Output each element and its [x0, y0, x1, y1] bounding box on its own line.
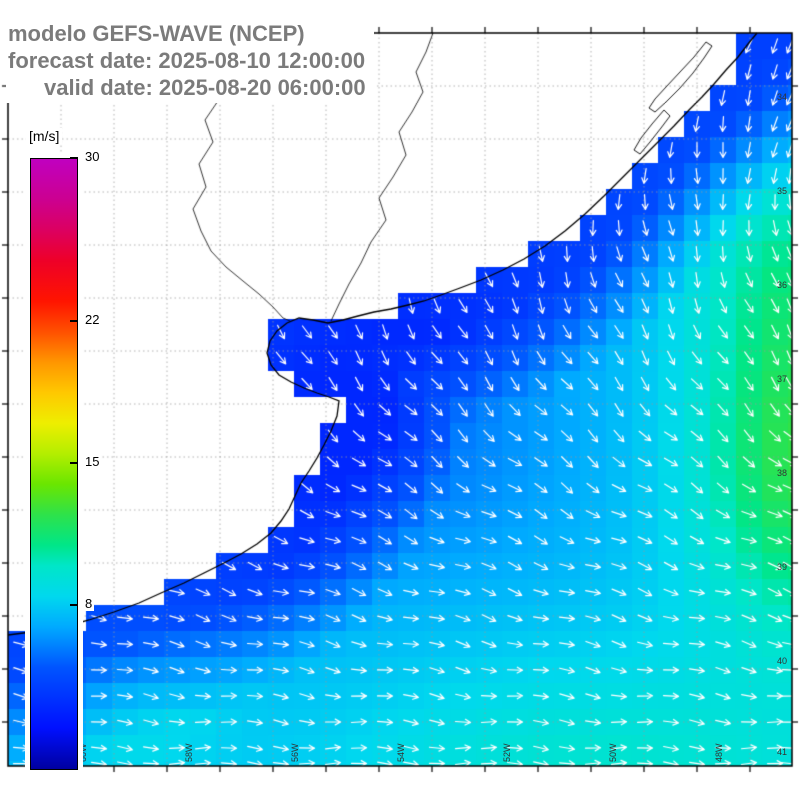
longitude-tick-label: 58W — [184, 743, 194, 762]
colorbar-unit-label: [m/s] — [26, 128, 63, 144]
latitude-tick-label: 36 — [777, 280, 788, 290]
longitude-tick-label: 52W — [502, 743, 512, 762]
latitude-tick-label: 39 — [777, 562, 788, 572]
valid-date-line: valid date: 2025-08-20 06:00:00 — [44, 75, 366, 100]
colorbar-tick-label: 8 — [83, 596, 95, 612]
colorbar-tick-mark — [70, 604, 78, 607]
longitude-tick-label: 60W — [78, 743, 88, 762]
latitude-tick-label: 37 — [777, 374, 788, 384]
latitude-tick-label: 34 — [777, 92, 788, 102]
title-block: modelo GEFS-WAVE (NCEP) forecast date: 2… — [6, 20, 374, 103]
latitude-tick-label: 41 — [777, 747, 788, 757]
latitude-tick-label: 40 — [777, 656, 788, 666]
colorbar-tick-mark — [70, 319, 78, 322]
colorbar-tick-label: 15 — [83, 454, 102, 469]
colorbar-tick-mark — [70, 157, 78, 159]
longitude-tick-label: 56W — [290, 743, 300, 762]
colorbar-gradient — [30, 158, 78, 770]
longitude-tick-label: 54W — [396, 743, 406, 762]
longitude-tick-label: 50W — [608, 743, 618, 762]
forecast-date-line: forecast date: 2025-08-10 12:00:00 — [8, 48, 366, 73]
colorbar-tick-label: 22 — [83, 311, 102, 327]
longitude-tick-label: 48W — [714, 743, 724, 762]
latitude-tick-label: 38 — [777, 468, 788, 478]
colorbar-tick-label: 30 — [83, 149, 102, 164]
latitude-tick-label: 35 — [777, 186, 788, 196]
model-title: modelo GEFS-WAVE (NCEP) — [8, 21, 305, 46]
colorbar-tick-mark — [70, 462, 78, 464]
